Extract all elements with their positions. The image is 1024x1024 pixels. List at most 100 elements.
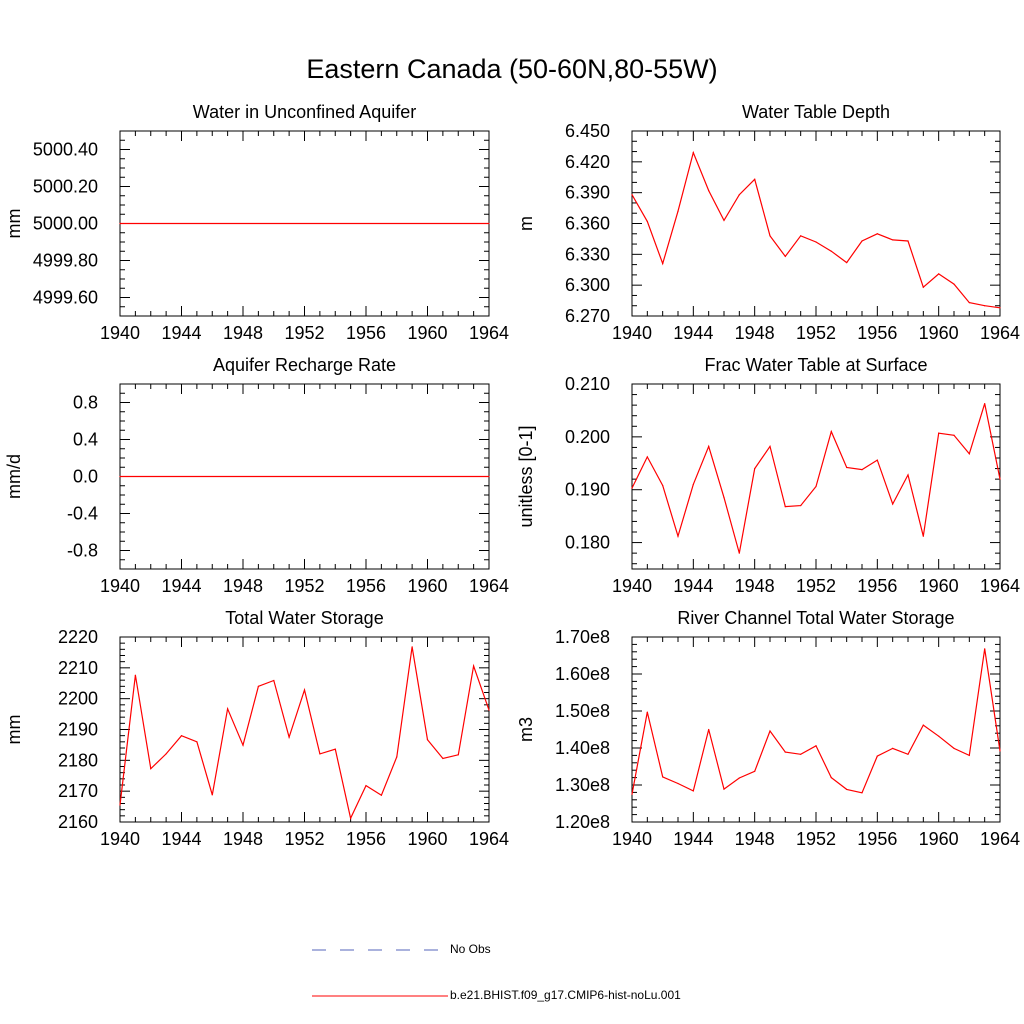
data-point xyxy=(708,445,710,447)
data-point xyxy=(968,453,970,455)
x-tick-label: 1944 xyxy=(673,323,713,343)
y-tick-label: 6.360 xyxy=(565,214,610,234)
x-tick-label: 1948 xyxy=(735,829,775,849)
data-point xyxy=(754,178,756,180)
legend-model-label: b.e21.BHIST.f09_g17.CMIP6-hist-noLu.001 xyxy=(450,988,681,1002)
data-point xyxy=(350,817,352,819)
data-point xyxy=(119,804,121,806)
x-tick-label: 1940 xyxy=(612,829,652,849)
series-line xyxy=(631,150,1001,309)
x-tick-label: 1956 xyxy=(346,829,386,849)
data-point xyxy=(999,750,1001,752)
data-point xyxy=(953,747,955,749)
legend-obs-label: No Obs xyxy=(450,942,491,956)
data-point xyxy=(662,776,664,778)
panel-5: Total Water Storage mm 1940 1944 1948 1952 195… xyxy=(4,608,509,849)
data-point xyxy=(692,790,694,792)
x-tick-label: 1956 xyxy=(857,576,897,596)
panel-2: Water Table Depth m 1940 1944 1948 1952 1956 19… xyxy=(516,102,1020,343)
data-point xyxy=(631,487,633,489)
y-tick-label: 0.190 xyxy=(565,480,610,500)
data-point xyxy=(861,240,863,242)
data-point xyxy=(119,222,121,225)
panel-title: Water in Unconfined Aquifer xyxy=(193,102,416,122)
data-point xyxy=(242,744,244,746)
data-point xyxy=(150,768,152,770)
panel-title: Total Water Storage xyxy=(225,608,383,628)
y-tick-label: 2180 xyxy=(58,750,98,770)
y-tick-label: 2190 xyxy=(58,720,98,740)
plot-frame xyxy=(631,130,1001,317)
y-tick-label: 2170 xyxy=(58,781,98,801)
y-tick-label: 2160 xyxy=(58,812,98,832)
data-point xyxy=(830,777,832,779)
data-point xyxy=(631,194,633,196)
data-point xyxy=(488,709,490,711)
series-line xyxy=(631,648,1001,795)
panel-1: Water in Unconfined Aquifer mm 1940 1944 194… xyxy=(4,102,509,343)
data-point xyxy=(303,689,306,691)
x-tick-label: 1944 xyxy=(161,323,201,343)
x-tick-label: 1948 xyxy=(735,323,775,343)
data-point xyxy=(784,506,786,508)
data-point xyxy=(273,679,275,682)
data-point xyxy=(723,219,725,222)
plot-frame xyxy=(631,636,1001,823)
plot-frame xyxy=(119,636,490,823)
data-point xyxy=(953,434,955,436)
data-point xyxy=(846,261,848,264)
x-tick-label: 1960 xyxy=(919,576,959,596)
x-tick-label: 1964 xyxy=(980,323,1020,343)
data-point xyxy=(769,445,771,447)
plot-frame xyxy=(631,383,1001,570)
data-point xyxy=(938,432,940,434)
data-point xyxy=(815,745,817,747)
x-tick-label: 1944 xyxy=(161,829,201,849)
panel-title: Water Table Depth xyxy=(742,102,890,122)
data-point xyxy=(784,255,786,257)
y-tick-label: 0.4 xyxy=(73,430,98,450)
y-tick-label: 6.300 xyxy=(565,275,610,295)
data-point xyxy=(738,194,740,196)
x-tick-label: 1948 xyxy=(223,829,263,849)
y-tick-label: 1.60e8 xyxy=(555,664,610,684)
data-point xyxy=(830,250,832,252)
y-tick-label: 0.200 xyxy=(565,427,610,447)
figure-title: Eastern Canada (50-60N,80-55W) xyxy=(306,54,718,84)
data-point xyxy=(396,756,398,758)
data-point xyxy=(257,685,259,687)
panel-title: River Channel Total Water Storage xyxy=(677,608,954,628)
data-point xyxy=(922,724,924,726)
data-point xyxy=(815,241,817,243)
x-tick-label: 1940 xyxy=(612,576,652,596)
data-point xyxy=(646,711,648,713)
data-point xyxy=(165,753,167,755)
y-tick-label: 1.70e8 xyxy=(555,627,610,647)
y-axis-label: mm xyxy=(4,209,24,239)
data-point xyxy=(769,730,771,732)
x-tick-label: 1952 xyxy=(796,576,836,596)
data-point xyxy=(426,739,429,741)
data-point xyxy=(830,430,832,433)
data-point xyxy=(334,748,336,750)
x-tick-label: 1952 xyxy=(284,576,324,596)
x-tick-label: 1964 xyxy=(469,323,509,343)
data-point xyxy=(984,402,986,405)
x-tick-label: 1940 xyxy=(100,323,140,343)
data-point xyxy=(723,497,725,499)
data-point xyxy=(365,785,367,787)
y-tick-label: 6.450 xyxy=(565,121,610,141)
data-point xyxy=(631,793,633,795)
y-tick-label: 6.390 xyxy=(565,183,610,203)
y-tick-label: -0.4 xyxy=(67,504,98,524)
data-point xyxy=(938,735,940,737)
y-tick-label: 1.30e8 xyxy=(555,775,610,795)
data-point xyxy=(457,754,459,756)
data-point xyxy=(800,235,802,237)
data-point xyxy=(488,222,490,225)
y-axis-label: mm/d xyxy=(4,454,24,499)
x-tick-label: 1940 xyxy=(100,576,140,596)
y-tick-label: 6.330 xyxy=(565,244,610,264)
data-point xyxy=(708,728,710,731)
